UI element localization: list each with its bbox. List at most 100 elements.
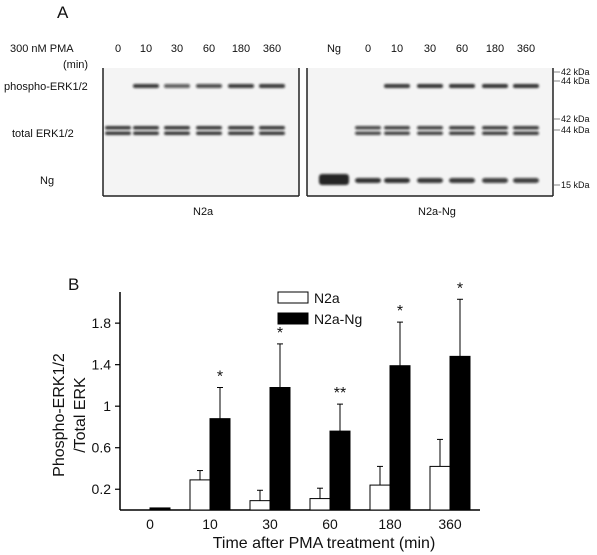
bar-n2a [429,465,451,511]
left-blot-total-band-upper [105,126,131,130]
right-blot-ng-band [355,178,381,183]
y-tick-label: 0.6 [92,440,112,456]
right-blot-total-band-lower [417,131,443,135]
size-markers: 42 kDa 44 kDa 42 kDa 44 kDa 15 kDa [554,67,590,190]
left-blot-total-band-upper [133,126,159,130]
right-blot-total-band-upper [449,126,475,130]
size-marker-phospho-top: 42 kDa [561,67,590,77]
significance-marker: * [277,325,283,342]
right-blot-lane-label: 30 [424,43,436,55]
bar-n2a-ng [149,507,171,511]
left-blot-cell-line: N2a [193,206,214,218]
size-marker-total-bottom: 44 kDa [561,125,590,135]
left-blot-total-band-lower [228,131,254,135]
left-blot [102,68,300,197]
size-marker-phospho-bottom: 44 kDa [561,76,590,86]
left-blot-lane-label: 10 [140,43,152,55]
row-label-total-erk: total ERK1/2 [12,128,74,140]
right-blot-total-band-upper [513,126,539,130]
right-blot-lane-label: Ng [327,43,341,55]
left-blot-lane-label: 180 [232,43,250,55]
right-blot-total-band-lower [384,131,410,135]
legend: N2a N2a-Ng [277,290,362,327]
left-blot-total-band-upper [164,126,190,130]
y-tick-label: 1 [103,398,111,414]
left-blot-total-band-lower [259,131,285,135]
y-axis-title-line1: Phospho-ERK1/2 [51,353,68,477]
left-blot-lane-label: 0 [115,43,121,55]
panel-a-label: A [57,3,69,22]
y-axis-title: Phospho-ERK1/2 /Total ERK [51,353,89,477]
right-blot-total-band-lower [355,131,381,135]
right-blot-phospho-band [384,84,410,88]
size-marker-ng: 15 kDa [561,180,590,190]
right-blot-lane-label: 10 [391,43,403,55]
x-tick-label: 30 [262,516,278,532]
x-tick-label: 180 [378,516,402,532]
treatment-unit: (min) [63,59,88,71]
left-blot-phospho-band [133,84,159,88]
x-tick-label: 60 [322,516,338,532]
right-blot [306,68,554,197]
right-blot-total-band-lower [513,131,539,135]
row-label-ng: Ng [40,175,54,187]
right-blot-phospho-band [417,84,443,88]
bar-n2a [189,479,211,511]
left-blot-total-band-upper [196,126,222,130]
left-blot-total-band-lower [164,131,190,135]
plot-area: 0.2 0.6 1 1.4 1.8 0 10 * 30 * 60 ** 180 * 360 * [92,280,480,532]
right-blot-ng-band [449,178,475,183]
left-blot-phospho-band [164,84,190,88]
bar-n2a [369,484,391,511]
left-blot-total-band-lower [133,131,159,135]
panel-b-label: B [68,275,79,294]
bar-n2a [249,500,271,511]
western-blot-panel: A 300 nM PMA (min) 0 10 30 60 180 360 Ng 0 10 30… [4,3,590,218]
right-blot-ng-band [319,174,349,185]
y-axis-title-line2: /Total ERK [72,377,89,453]
x-axis-title: Time after PMA treatment (min) [213,535,436,552]
significance-marker: * [217,369,223,386]
right-blot-lane-label: 0 [365,43,371,55]
right-blot-bands [319,84,539,185]
right-blot-lane-label: 360 [517,43,535,55]
y-tick-label: 0.2 [92,481,112,497]
significance-marker: ** [334,385,346,402]
right-blot-total-band-lower [482,131,508,135]
right-blot-ng-band [482,178,508,183]
significance-marker: * [457,280,463,297]
left-blot-total-band-lower [105,131,131,135]
right-blot-ng-band [513,178,539,183]
right-blot-phospho-band [449,84,475,88]
right-blot-ng-band [384,178,410,183]
right-blot-lane-label: 60 [456,43,468,55]
left-blot-lane-label: 60 [203,43,215,55]
legend-label-n2a-ng: N2a-Ng [314,311,362,327]
right-blot-total-band-upper [355,126,381,130]
bar-n2a [309,498,331,511]
right-blot-total-band-lower [449,131,475,135]
legend-swatch-n2a [277,291,309,304]
significance-marker: * [397,303,403,320]
y-tick-label: 1.8 [92,315,112,331]
x-tick-label: 360 [438,516,462,532]
bar-n2a-ng [329,430,351,511]
left-blot-total-band-upper [228,126,254,130]
right-blot-total-band-upper [384,126,410,130]
size-marker-total-top: 42 kDa [561,114,590,124]
row-label-phospho-erk: phospho-ERK1/2 [4,81,88,93]
left-blot-lane-labels: 0 10 30 60 180 360 [115,43,281,55]
y-tick-label: 1.4 [92,357,112,373]
left-blot-bands [105,84,285,135]
right-blot-phospho-band [513,84,539,88]
bar-chart-panel: B Phospho-ERK1/2 /Total ERK 0.2 0.6 1 1.4 1.… [51,275,480,552]
bar-n2a-ng [449,355,471,511]
bar-n2a-ng [269,387,291,511]
left-blot-phospho-band [228,84,254,88]
right-blot-cell-line: N2a-Ng [418,206,456,218]
bar-n2a-ng [389,365,411,511]
x-tick-label: 0 [146,516,154,532]
left-blot-phospho-band [196,84,222,88]
right-blot-ng-band [417,178,443,183]
right-blot-total-band-upper [482,126,508,130]
